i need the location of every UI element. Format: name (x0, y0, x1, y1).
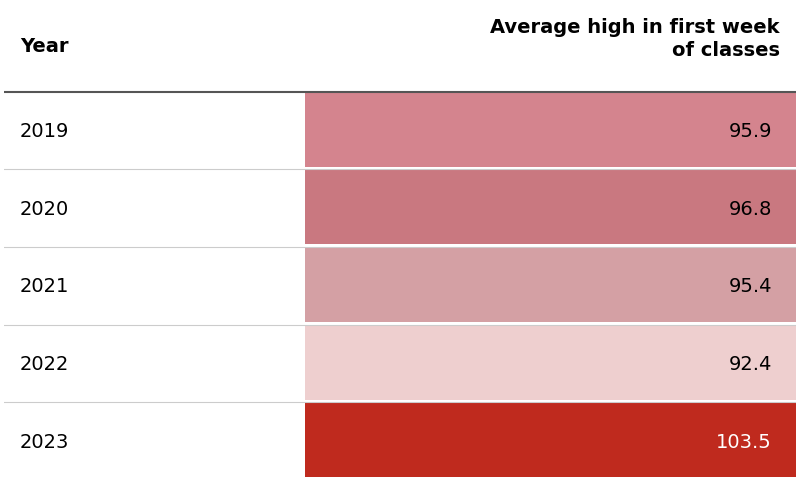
Text: 92.4: 92.4 (729, 354, 772, 373)
Text: 96.8: 96.8 (729, 199, 772, 218)
Text: Average high in first week
of classes: Average high in first week of classes (490, 17, 780, 60)
Text: 2023: 2023 (20, 432, 70, 451)
Text: 2021: 2021 (20, 277, 70, 296)
Bar (305, 325, 796, 400)
Bar (305, 402, 796, 477)
Text: 2022: 2022 (20, 354, 70, 373)
Bar (305, 170, 796, 245)
Bar (305, 247, 796, 322)
Text: 2019: 2019 (20, 121, 70, 141)
Text: Year: Year (20, 37, 69, 56)
Text: 103.5: 103.5 (716, 432, 772, 451)
Text: 2020: 2020 (20, 199, 70, 218)
Text: 95.4: 95.4 (729, 277, 772, 296)
Text: 95.9: 95.9 (729, 121, 772, 141)
Bar (305, 92, 796, 167)
